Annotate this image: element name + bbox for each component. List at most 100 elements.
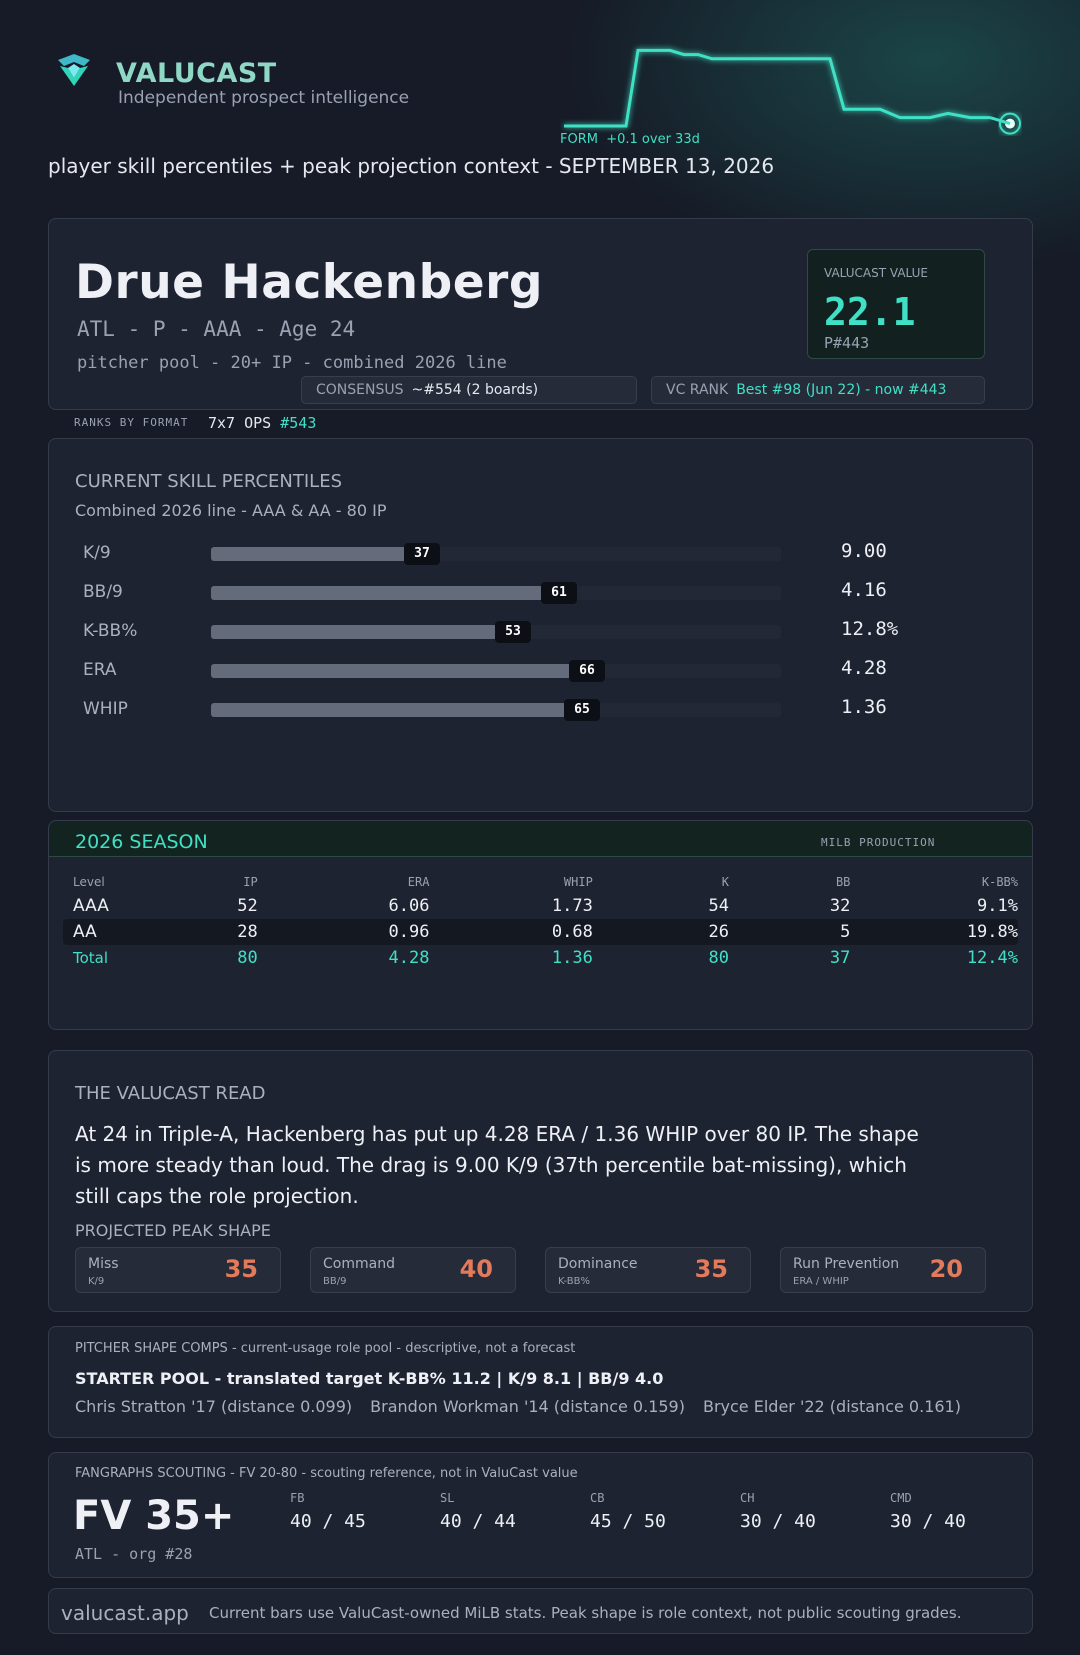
skill-percentile-badge: 65 bbox=[564, 699, 600, 721]
skill-value: 9.00 bbox=[841, 540, 887, 562]
table-cell: 54 bbox=[708, 896, 729, 916]
form-line-tail bbox=[989, 116, 1011, 126]
grade-value: 40 / 45 bbox=[290, 1511, 366, 1532]
comp-player: Bryce Elder '22 (distance 0.161) bbox=[702, 1397, 961, 1416]
skill-value: 4.28 bbox=[841, 657, 887, 679]
table-row: AA 28 0.96 0.68 26 5 19.8% bbox=[63, 919, 1018, 945]
season-title: 2026 SEASON bbox=[75, 831, 208, 853]
peak-value: 20 bbox=[929, 1255, 963, 1283]
table-cell: 32 bbox=[829, 896, 851, 916]
skill-name: BB/9 bbox=[83, 582, 123, 602]
table-cell: 4.28 bbox=[388, 948, 430, 968]
peak-name: Command bbox=[323, 1256, 395, 1272]
grade-value: 30 / 40 bbox=[740, 1511, 816, 1532]
table-cell: 26 bbox=[592, 919, 729, 945]
grade-value: 30 / 40 bbox=[890, 1511, 966, 1532]
player-pool: pitcher pool - 20+ IP - combined 2026 li… bbox=[77, 353, 507, 373]
table-cell: 0.68 bbox=[429, 919, 593, 945]
skill-name: K-BB% bbox=[83, 621, 138, 641]
skill-bar-track: 65 bbox=[211, 699, 781, 721]
value-rank: P#443 bbox=[824, 334, 870, 352]
skill-bar-track: 66 bbox=[211, 660, 781, 682]
table-cell: 19.8% bbox=[850, 919, 1018, 945]
comps-target-line: STARTER POOL - translated target K-BB% 1… bbox=[75, 1369, 664, 1388]
scouting-grade: SL 40 / 44 bbox=[440, 1491, 516, 1532]
skill-percentile-badge: 61 bbox=[541, 582, 577, 604]
season-card: 2026 SEASON MILB PRODUCTION Level IP ERA WH… bbox=[48, 820, 1033, 1030]
player-card: Drue Hackenberg ATL - P - AAA - Age 24 p… bbox=[48, 218, 1033, 410]
valucast-read-card: THE VALUCAST READ At 24 in Triple-A, Hac… bbox=[48, 1050, 1033, 1312]
peak-sub: K-BB% bbox=[558, 1276, 590, 1287]
comp-player: Brandon Workman '14 (distance 0.159) bbox=[370, 1397, 685, 1416]
skill-value: 1.36 bbox=[841, 696, 887, 718]
value-number: 22.1 bbox=[824, 290, 916, 334]
vc-rank-pill: VC RANK Best #98 (Jun 22) - now #443 bbox=[651, 376, 985, 404]
footer-site-link[interactable]: valucast.app bbox=[61, 1601, 189, 1625]
skill-value: 4.16 bbox=[841, 579, 887, 601]
skill-name: WHIP bbox=[83, 699, 128, 719]
season-table-header: Level IP ERA WHIP K BB K-BB% bbox=[63, 871, 1018, 893]
read-body: At 24 in Triple-A, Hackenberg has put up… bbox=[75, 1122, 919, 1208]
peak-shape-box: Command BB/9 40 bbox=[310, 1247, 516, 1293]
season-col-header: WHIP bbox=[563, 875, 593, 889]
comps-names: Chris Stratton '17 (distance 0.099) Brand… bbox=[75, 1397, 979, 1416]
grade-label: CB bbox=[590, 1491, 605, 1505]
skill-bar-track: 37 bbox=[211, 543, 781, 565]
skill-value: 12.8% bbox=[841, 618, 899, 640]
skills-subtitle: Combined 2026 line - AAA & AA - 80 IP bbox=[75, 501, 387, 520]
skill-row: K/9 37 9.00 bbox=[75, 539, 1005, 567]
comp-player: Chris Stratton '17 (distance 0.099) bbox=[75, 1397, 353, 1416]
peak-name: Miss bbox=[88, 1256, 119, 1272]
skill-percentile-badge: 37 bbox=[404, 543, 440, 565]
season-col-header: BB bbox=[835, 875, 851, 889]
grade-label: CMD bbox=[890, 1491, 912, 1505]
skill-row: ERA 66 4.28 bbox=[75, 656, 1005, 684]
scouting-grade: FB 40 / 45 bbox=[290, 1491, 366, 1532]
table-cell: 28 bbox=[178, 919, 258, 945]
consensus-value: ~#554 (2 boards) bbox=[411, 382, 539, 398]
peak-value: 40 bbox=[459, 1255, 493, 1283]
read-title: THE VALUCAST READ bbox=[75, 1083, 266, 1104]
footer-note: Current bars use ValuCast-owned MiLB sta… bbox=[209, 1604, 962, 1622]
table-cell: 12.4% bbox=[966, 948, 1018, 968]
form-current-dot bbox=[1005, 118, 1015, 129]
season-col-header: K bbox=[721, 875, 729, 889]
form-line bbox=[564, 48, 990, 128]
skill-bar-fill bbox=[211, 703, 582, 717]
season-table-body: AAA 52 6.06 1.73 54 32 9.1% AA 28 0.96 0.68 26 5 19.8… bbox=[63, 893, 1018, 971]
form-label: FORM +0.1 over 33d bbox=[560, 132, 700, 147]
consensus-pill: CONSENSUS ~#554 (2 boards) bbox=[301, 376, 637, 404]
skill-percentiles-card: CURRENT SKILL PERCENTILES Combined 2026 … bbox=[48, 438, 1033, 812]
grade-label: FB bbox=[290, 1491, 305, 1505]
peak-shape-box: Run Prevention ERA / WHIP 20 bbox=[780, 1247, 986, 1293]
grade-label: SL bbox=[440, 1491, 455, 1505]
grade-value: 40 / 44 bbox=[440, 1511, 516, 1532]
peak-sub: BB/9 bbox=[323, 1276, 347, 1287]
peak-value: 35 bbox=[694, 1255, 728, 1283]
table-cell: 0.96 bbox=[257, 919, 430, 945]
ranks-format-value: 7x7 OPS #543 bbox=[208, 414, 317, 432]
season-col-header: K-BB% bbox=[981, 875, 1018, 889]
table-row: AAA 52 6.06 1.73 54 32 9.1% bbox=[63, 893, 1018, 919]
comps-head: PITCHER SHAPE COMPS - current-usage role… bbox=[75, 1341, 576, 1356]
peak-value: 35 bbox=[224, 1255, 258, 1283]
future-value: FV 35+ bbox=[73, 1493, 235, 1539]
table-cell: 5 bbox=[728, 919, 851, 945]
season-col-header: Level bbox=[73, 875, 105, 889]
season-table: Level IP ERA WHIP K BB K-BB% AAA 52 6.06 1.73 54 32… bbox=[63, 871, 1018, 971]
brand-tagline: Independent prospect intelligence bbox=[118, 88, 410, 108]
scouting-head: FANGRAPHS SCOUTING - FV 20-80 - scouting… bbox=[75, 1466, 578, 1481]
valucast-value-box: VALUCAST VALUE 22.1 P#443 bbox=[807, 249, 985, 359]
table-cell: 37 bbox=[829, 948, 851, 968]
season-tag: MILB PRODUCTION bbox=[821, 836, 936, 849]
scouting-grade: CH 30 / 40 bbox=[740, 1491, 816, 1532]
player-name: Drue Hackenberg bbox=[75, 255, 543, 310]
table-cell: 1.73 bbox=[551, 896, 593, 916]
table-cell: 9.1% bbox=[977, 896, 1018, 916]
scouting-grade: CB 45 / 50 bbox=[590, 1491, 666, 1532]
valucast-logo-icon bbox=[58, 54, 90, 86]
peak-title: PROJECTED PEAK SHAPE bbox=[75, 1221, 271, 1240]
skill-row: WHIP 65 1.36 bbox=[75, 695, 1005, 723]
table-row: Total 80 4.28 1.36 80 37 12.4% bbox=[63, 945, 1018, 971]
skill-bar-fill bbox=[211, 625, 513, 639]
